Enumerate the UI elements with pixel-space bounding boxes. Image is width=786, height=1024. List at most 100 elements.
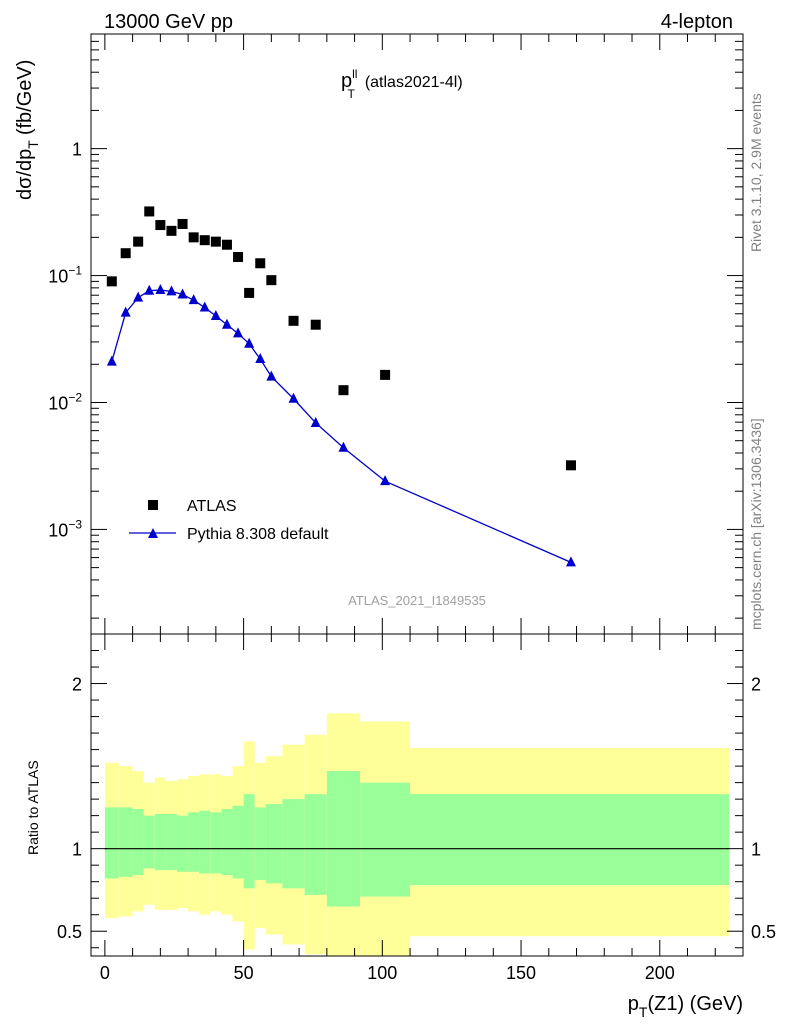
pythia-point [106,355,117,366]
atlas-point [120,248,131,259]
inner-band-bin [199,810,211,874]
ratio-y-tick-label-right: 1 [751,840,761,860]
ratio-y-tick-label-right: 0.5 [751,922,776,942]
inner-band-bin [221,809,233,876]
inner-band-bin [232,805,244,879]
atlas-point [155,220,166,231]
legend-pythia-marker [148,528,158,538]
y-tick-label: 10−3 [48,517,82,540]
pythia-point [210,310,221,321]
y-tick-label: 10−2 [48,390,82,413]
header-left: 13000 GeV pp [104,11,233,33]
ratio-uncertainty-bands [104,713,730,956]
inner-band-bin [410,794,730,885]
pythia-point [266,370,277,381]
ratio-y-tick-label-left: 2 [72,675,82,695]
atlas-point [380,369,391,380]
pythia-point [380,475,391,486]
header-right: 4-lepton [661,11,733,33]
inner-band-bin [165,813,178,871]
ratio-y-axis-label: Ratio to ATLAS [25,760,41,855]
pythia-point [155,283,166,294]
x-tick-labels: 0 50 100 150 200 [100,963,675,983]
inner-band-bin [118,807,133,877]
atlas-markers [106,206,576,471]
y-tick-label: 10−1 [48,264,82,287]
atlas-point [106,276,117,287]
atlas-point [177,218,188,229]
inner-band-bin [104,807,119,879]
ratio-ticks [91,634,743,956]
pythia-point [310,416,321,427]
pythia-point [565,556,576,567]
pythia-point [133,291,144,302]
inner-band-bin [188,812,200,872]
pythia-point [221,318,232,329]
legend-atlas-marker [148,500,158,510]
pythia-point [144,284,155,295]
pythia-point [338,441,349,452]
inner-band-bin [243,794,255,889]
atlas-point [565,460,576,471]
mcplots-credit-text: mcplots.cern.ch [arXiv:1306.3436] [748,418,764,630]
atlas-point [188,232,199,243]
pythia-point [244,337,255,348]
analysis-watermark: ATLAS_2021_I1849535 [348,593,486,608]
ratio-y-tick-labels: 0.5 0.5 1 1 2 2 [57,675,776,943]
plot-title: pll T(atlas2021-4l) [341,67,463,101]
ratio-y-tick-label-left: 0.5 [57,922,82,942]
pythia-point [177,288,188,299]
ratio-frame [90,633,744,957]
main-x-ticks [104,34,716,634]
pythia-point [255,353,266,364]
main-y-tick-labels: 1 10−1 10−2 10−3 [48,140,82,541]
legend-atlas-label: ATLAS [187,498,237,515]
pythia-point [233,327,244,338]
atlas-point [210,236,221,247]
ratio-panel: 0 50 100 150 200 0.5 0.5 1 1 2 2 Ratio to ATLAS p… [25,633,776,1020]
inner-band-bin [265,804,283,884]
ratio-y-tick-label-left: 1 [72,840,82,860]
inner-band-bin [177,815,189,872]
main-y-ticks [91,33,743,619]
y-tick-label: 1 [72,140,82,160]
x-tick-label: 50 [234,963,254,983]
legend: ATLAS Pythia 8.308 default [129,498,329,543]
atlas-point [338,385,349,396]
pythia-point [166,285,177,296]
inner-band-bin [360,782,411,897]
atlas-point [199,235,210,246]
atlas-point [266,275,277,286]
inner-band-bin [326,771,361,907]
pythia-point [120,306,131,317]
inner-band-bin [143,815,155,869]
atlas-point [166,225,177,236]
pythia-line [111,289,572,563]
pythia-point [188,294,199,305]
rivet-version-text: Rivet 3.1.10, 2.9M events [748,93,764,252]
inner-band-bin [282,799,305,889]
inner-band-bin [154,813,166,871]
atlas-point [288,315,299,326]
x-tick-label: 100 [367,963,397,983]
pythia-point [288,392,299,403]
main-frame [90,33,744,635]
inner-band-bin [132,809,144,876]
atlas-point [255,258,266,269]
atlas-point [221,239,232,250]
x-tick-label: 0 [100,963,110,983]
ratio-y-tick-label-right: 2 [751,675,761,695]
inner-band-bin [304,794,327,895]
atlas-point [233,252,244,263]
pythia-point [199,301,210,312]
legend-pythia-label: Pythia 8.308 default [187,526,329,543]
atlas-point [244,287,255,298]
x-tick-label: 200 [645,963,675,983]
atlas-point [133,236,144,247]
main-y-axis-label: dσ/dpT(fb/GeV) [14,60,41,200]
atlas-point [144,206,155,217]
main-panel: 1 10−1 10−2 10−3 pll T(atlas2021-4l) ATLAS_2… [14,33,744,635]
inner-band-bin [210,812,222,874]
inner-band-bin [254,807,266,881]
